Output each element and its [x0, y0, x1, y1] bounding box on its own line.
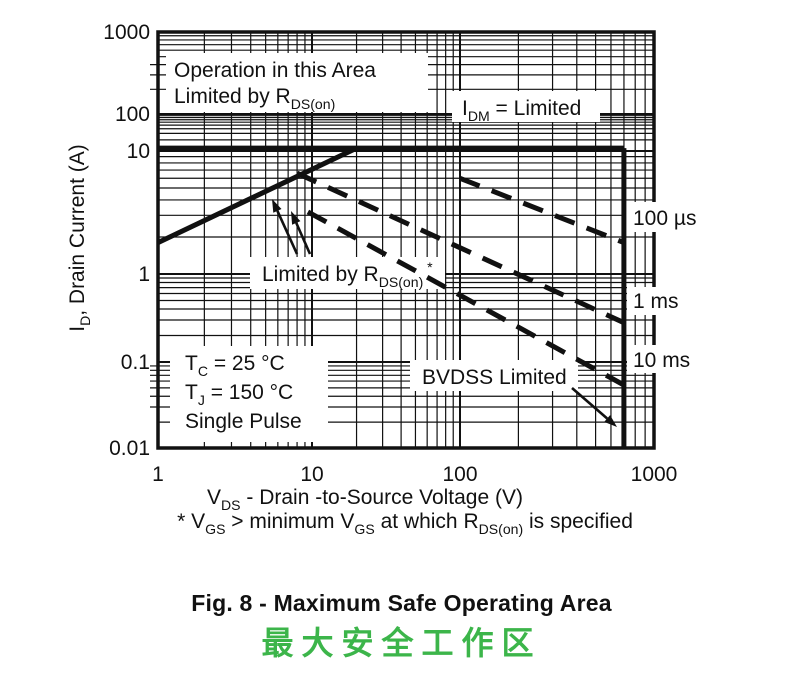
- footnote: * VGS > minimum VGS at which RDS(on) is …: [177, 510, 633, 537]
- annotation-label-10ms-line1: 10 ms: [633, 349, 690, 372]
- arrow-to-dashed-start: [295, 222, 312, 255]
- annotation-label-1ms-line1: 1 ms: [633, 290, 679, 313]
- label-box-label-100us: [626, 202, 710, 232]
- soa-plot-svg: 1 10 100 1000 0.01 0.1 1 10 100 1000 VDS - Drain -…: [66, 21, 710, 537]
- annotation-conditions-line3: Single Pulse: [185, 410, 302, 433]
- x-tick-10: 10: [300, 463, 323, 486]
- x-tick-1000: 1000: [631, 463, 678, 486]
- label-box-op-area: [166, 53, 428, 112]
- y-tick-0.1: 0.1: [121, 351, 150, 374]
- annotation-label-100us-line1: 100 µs: [633, 207, 696, 230]
- label-box-bvdss-label: [410, 360, 578, 391]
- label-box-conditions: [170, 346, 328, 442]
- tick-labels: 1 10 100 1000 0.01 0.1 1 10 100 1000: [103, 21, 677, 486]
- annotation-conditions-line2: TJ = 150 °C: [185, 381, 293, 408]
- annotation-conditions-line1: TC = 25 °C: [185, 352, 285, 379]
- x-tick-1: 1: [152, 463, 164, 486]
- y-tick-100: 100: [115, 103, 150, 126]
- annotations: Operation in this Area Limited by RDS(on)…: [174, 59, 696, 433]
- series-rdson-limit-diagonal: [156, 145, 358, 245]
- y-tick-0.01: 0.01: [109, 437, 150, 460]
- annotation-idm-label-line1: IDM = Limited: [462, 97, 581, 124]
- x-tick-100: 100: [442, 463, 477, 486]
- arrow-to-bvdss-line-head: [604, 415, 617, 427]
- annotation-bvdss-label-line1: BVDSS Limited: [422, 366, 567, 389]
- annotation-op-area-line1: Operation in this Area: [174, 59, 376, 82]
- x-axis-label: VDS - Drain -to-Source Voltage (V): [207, 486, 523, 513]
- annotation-limited-by-rdson-line1: Limited by RDS(on) *: [262, 259, 433, 290]
- y-tick-1000: 1000: [103, 21, 150, 44]
- y-tick-10: 10: [127, 140, 150, 163]
- arrow-to-rdson-line-head: [272, 199, 282, 213]
- label-box-label-1ms: [627, 287, 691, 315]
- label-boxes: [166, 53, 710, 442]
- figure-title: Fig. 8 - Maximum Safe Operating Area: [191, 590, 612, 616]
- label-box-label-10ms: [627, 345, 700, 373]
- y-tick-1: 1: [138, 263, 150, 286]
- label-box-limited-by-rdson: [250, 257, 445, 289]
- arrow-to-dashed-start-head: [291, 211, 301, 225]
- callout-arrows: [272, 199, 617, 427]
- series-pulse-10ms: [306, 209, 626, 388]
- arrow-to-bvdss-line: [571, 387, 609, 420]
- annotation-op-area-line2: Limited by RDS(on): [174, 85, 335, 112]
- arrow-to-rdson-line: [276, 210, 299, 255]
- figure-title-chinese: 最大安全工作区: [261, 625, 542, 661]
- y-axis-label: ID, Drain Current (A): [66, 144, 93, 332]
- series: [156, 145, 627, 448]
- series-pulse-100us: [459, 175, 625, 245]
- series-pulse-1ms: [296, 170, 625, 325]
- label-box-idm-label: [452, 91, 600, 122]
